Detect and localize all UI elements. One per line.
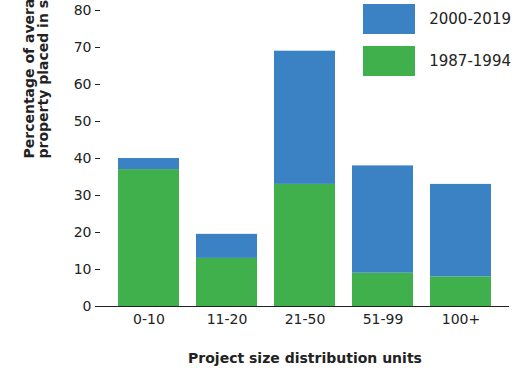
svg-text:20: 20 [74,224,92,240]
svg-text:0: 0 [83,298,92,314]
html-text:2000-2019: 2000-2019 [429,10,511,28]
svg-text:Percentage of average number o: Percentage of average number of units pe… [21,0,51,159]
svg-text:70: 70 [74,39,92,55]
svg-text:11-20: 11-20 [207,311,248,327]
svg-text:10: 10 [74,261,92,277]
svg-text:30: 30 [74,187,92,203]
svg-text:100+: 100+ [442,311,480,327]
svg-text:Project size distribution unit: Project size distribution units [188,350,422,366]
svg-text:51-99: 51-99 [363,311,404,327]
svg-text:40: 40 [74,150,92,166]
svg-text:21-50: 21-50 [285,311,326,327]
html-text:1987-1994: 1987-1994 [429,52,511,70]
svg-text:60: 60 [74,76,92,92]
svg-text:0-10: 0-10 [133,311,165,327]
svg-text:80: 80 [74,2,92,18]
svg-text:50: 50 [74,113,92,129]
